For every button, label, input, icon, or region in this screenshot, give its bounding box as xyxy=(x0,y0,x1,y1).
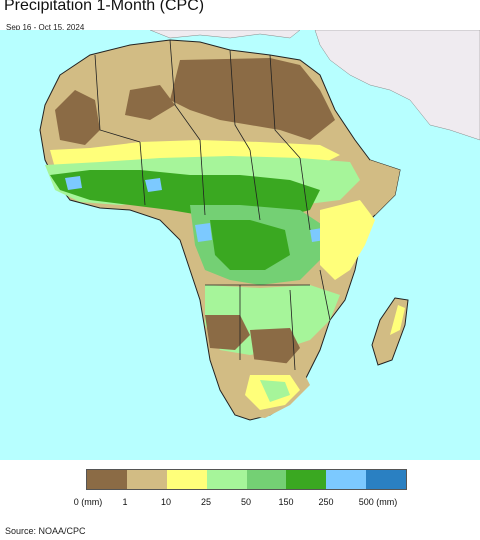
legend-swatch-0 xyxy=(87,470,127,489)
legend-tick-label: 1 xyxy=(122,497,128,507)
legend-swatch-6 xyxy=(326,470,367,489)
map-subtitle: Sep 16 - Oct 15, 2024 xyxy=(6,23,85,32)
botswana-dry xyxy=(250,328,300,365)
legend-tick-label: 50 xyxy=(240,497,252,507)
legend-swatch-2 xyxy=(166,470,207,489)
europe-landmass xyxy=(149,30,301,39)
legend-tick-label: 25 xyxy=(200,497,212,507)
legend-swatch-5 xyxy=(286,470,327,489)
cameroon-very-heavy-rain xyxy=(195,223,212,242)
angola-dry xyxy=(205,315,250,350)
legend-swatch-1 xyxy=(126,470,167,489)
horn-of-africa-dry xyxy=(360,160,400,215)
color-legend xyxy=(86,469,407,490)
middle-east-landmass xyxy=(314,30,480,141)
mali-dry-zone xyxy=(125,85,175,120)
west-africa-very-heavy-rain xyxy=(65,176,82,190)
legend-swatch-3 xyxy=(206,470,247,489)
east-africa-light-rain xyxy=(320,200,375,280)
source-credit: Source: NOAA/CPC xyxy=(5,526,86,536)
legend-tick-label: 150 xyxy=(278,497,294,507)
legend-tick-label: 250 xyxy=(318,497,334,507)
mauritania-dry-zone xyxy=(55,90,100,145)
legend-ticks: 0 (mm) 1 10 25 50 150 250 500 (mm) xyxy=(0,497,480,511)
map-title: Precipitation 1-Month (CPC) xyxy=(4,0,205,14)
congo-heavy-rain xyxy=(210,220,290,270)
precipitation-map xyxy=(0,30,480,460)
legend-tick-label: 0 (mm) xyxy=(73,497,103,507)
legend-tick-label: 10 xyxy=(160,497,172,507)
legend-tick-label: 500 (mm) xyxy=(358,497,398,507)
legend-swatch-7 xyxy=(366,470,406,489)
madagascar-rain xyxy=(390,305,405,335)
legend-swatch-4 xyxy=(246,470,287,489)
country-borders xyxy=(94,39,331,371)
sahara-dry-zone xyxy=(170,58,335,140)
nigeria-very-heavy-rain xyxy=(145,178,162,192)
south-africa-moderate-rain xyxy=(260,380,290,402)
